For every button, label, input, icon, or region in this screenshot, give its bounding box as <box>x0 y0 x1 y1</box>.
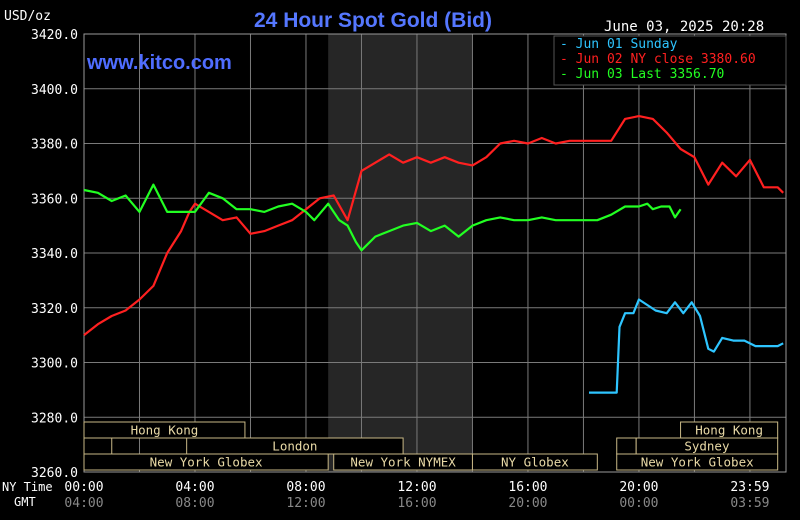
legend-entry-jun02: - Jun 02 NY close 3380.60 <box>560 52 756 67</box>
y-tick-label: 3280.0 <box>31 411 78 426</box>
market-session-box <box>616 453 779 471</box>
legend-label: Jun 01 Sunday <box>576 37 678 52</box>
x-tick-label-gmt: 16:00 <box>397 496 436 511</box>
datetime-label: June 03, 2025 20:28 <box>604 19 764 35</box>
series-line <box>83 183 682 252</box>
x-tick-label-ny: 08:00 <box>286 480 325 495</box>
legend-label: Jun 02 NY close 3380.60 <box>576 52 756 67</box>
y-tick-label: 3320.0 <box>31 302 78 317</box>
legend-box <box>553 35 787 86</box>
market-session-label: London <box>272 439 317 454</box>
x-tick-label-gmt: 04:00 <box>64 496 103 511</box>
x-tick-label-gmt: 20:00 <box>508 496 547 511</box>
x-tick-label-gmt: 00:00 <box>619 496 658 511</box>
y-tick-label: 3380.0 <box>31 138 78 153</box>
series-line <box>589 298 784 394</box>
series-line <box>83 114 784 336</box>
market-session-label: NY Globex <box>501 455 569 470</box>
market-session-label: Hong Kong <box>695 423 763 438</box>
market-session-label: New York NYMEX <box>350 455 456 470</box>
legend-dash-icon: - <box>560 37 576 52</box>
market-session-box <box>83 437 113 455</box>
site-watermark[interactable]: www.kitco.com <box>86 52 232 74</box>
axis-layer: 3260.0 3280.0 3300.0 3320.0 3340.0 3360.0 3380… <box>31 28 769 511</box>
ny-time-label: NY Time <box>2 480 53 494</box>
y-tick-label: 3300.0 <box>31 357 78 372</box>
x-tick-label-gmt: 03:59 <box>730 496 769 511</box>
y-tick-label: 3420.0 <box>31 28 78 43</box>
legend-dash-icon: - <box>560 67 576 82</box>
market-session-label: Hong Kong <box>131 423 199 438</box>
market-session-label: New York Globex <box>641 455 754 470</box>
market-session-label: New York Globex <box>150 455 263 470</box>
x-tick-label-ny: 00:00 <box>64 480 103 495</box>
market-session-box <box>616 437 637 455</box>
unit-label: USD/oz <box>4 9 51 24</box>
x-tick-label-ny: 20:00 <box>619 480 658 495</box>
x-tick-label-ny: 04:00 <box>175 480 214 495</box>
market-session-box <box>471 453 598 471</box>
x-tick-label-gmt: 08:00 <box>175 496 214 511</box>
legend-dash-icon: - <box>560 52 576 67</box>
x-tick-label-gmt: 12:00 <box>286 496 325 511</box>
series-layer <box>83 114 784 394</box>
gmt-label: GMT <box>14 495 36 509</box>
y-tick-label: 3260.0 <box>31 466 78 481</box>
y-tick-label: 3340.0 <box>31 247 78 262</box>
x-tick-label-ny: 16:00 <box>508 480 547 495</box>
grid-layer <box>83 33 787 473</box>
legend-entry-jun01: - Jun 01 Sunday <box>560 37 678 52</box>
market-session-box <box>83 421 246 439</box>
x-tick-label-ny: 23:59 <box>730 480 769 495</box>
market-session-label: Sydney <box>684 439 730 454</box>
market-session-box <box>83 453 329 471</box>
legend: - Jun 01 Sunday - Jun 02 NY close 3380.6… <box>553 35 787 86</box>
y-tick-label: 3400.0 <box>31 83 78 98</box>
y-tick-label: 3360.0 <box>31 192 78 207</box>
legend-label: Jun 03 Last 3356.70 <box>576 67 725 82</box>
legend-entry-jun03: - Jun 03 Last 3356.70 <box>560 67 724 82</box>
chart-title: 24 Hour Spot Gold (Bid) <box>254 9 492 32</box>
x-tick-label-ny: 12:00 <box>397 480 436 495</box>
plot-frame <box>83 33 787 473</box>
